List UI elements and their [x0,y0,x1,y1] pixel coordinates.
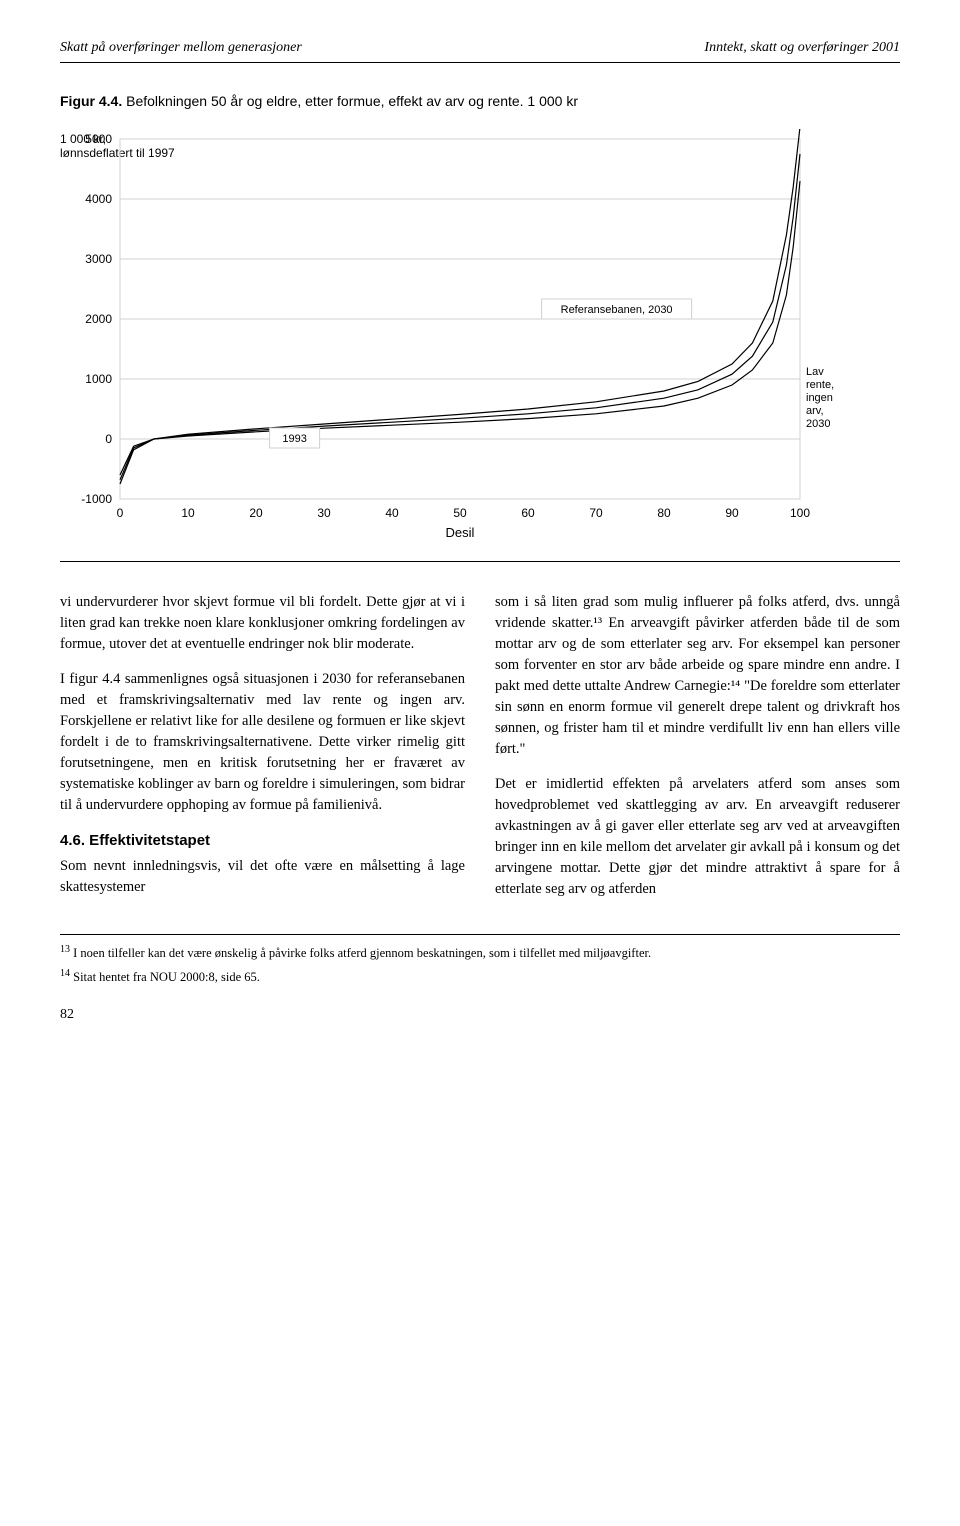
svg-text:70: 70 [589,506,603,520]
svg-text:-1000: -1000 [81,492,112,506]
footnotes: 13 I noen tilfeller kan det være ønskeli… [60,934,900,986]
svg-text:rente,: rente, [806,379,834,391]
svg-text:Desil: Desil [446,525,475,540]
page-number: 82 [60,1007,900,1023]
svg-text:lønnsdeflatert til 1997: lønnsdeflatert til 1997 [60,146,175,160]
figure-caption: Figur 4.4. Befolkningen 50 år og eldre, … [60,93,900,109]
left-column: vi undervurderer hvor skjevt formue vil … [60,592,465,914]
svg-text:50: 50 [453,506,467,520]
paragraph: vi undervurderer hvor skjevt formue vil … [60,592,465,655]
body-columns: vi undervurderer hvor skjevt formue vil … [60,592,900,914]
paragraph: Det er imidlertid effekten på arvelaters… [495,774,900,900]
svg-text:arv,: arv, [806,405,824,417]
figure-caption-label: Figur 4.4. [60,93,122,109]
svg-text:1000: 1000 [85,372,112,386]
svg-text:Referansebanen, 2030: Referansebanen, 2030 [561,304,673,316]
line-chart: 1 000 kr,lønnsdeflatert til 1997-1000010… [60,129,900,549]
svg-text:90: 90 [725,506,739,520]
footnote-14: 14 Sitat hentet fra NOU 2000:8, side 65. [60,967,900,987]
right-column: som i så liten grad som mulig influerer … [495,592,900,914]
svg-text:100: 100 [790,506,810,520]
svg-text:80: 80 [657,506,671,520]
paragraph: som i så liten grad som mulig influerer … [495,592,900,760]
svg-text:2000: 2000 [85,312,112,326]
section-heading: 4.6. Effektivitetstapet [60,830,465,852]
footnote-13: 13 I noen tilfeller kan det være ønskeli… [60,943,900,963]
svg-text:ingen: ingen [806,392,833,404]
svg-text:1993: 1993 [282,433,306,445]
svg-text:60: 60 [521,506,535,520]
svg-text:3000: 3000 [85,252,112,266]
chart-container: 1 000 kr,lønnsdeflatert til 1997-1000010… [60,129,900,549]
svg-text:10: 10 [181,506,195,520]
svg-text:4000: 4000 [85,192,112,206]
paragraph: I figur 4.4 sammenlignes også situasjone… [60,669,465,816]
figure-caption-text: Befolkningen 50 år og eldre, etter formu… [126,93,578,109]
svg-text:30: 30 [317,506,331,520]
page-header: Skatt på overføringer mellom generasjone… [60,40,900,63]
chart-bottom-rule [60,561,900,562]
svg-text:40: 40 [385,506,399,520]
svg-text:20: 20 [249,506,263,520]
svg-text:Lav: Lav [806,366,824,378]
header-left: Skatt på overføringer mellom generasjone… [60,40,302,56]
svg-text:5000: 5000 [85,132,112,146]
svg-text:0: 0 [105,432,112,446]
header-right: Inntekt, skatt og overføringer 2001 [704,40,900,56]
svg-text:0: 0 [117,506,124,520]
svg-text:2030: 2030 [806,418,830,430]
paragraph: Som nevnt innledningsvis, vil det ofte v… [60,856,465,898]
